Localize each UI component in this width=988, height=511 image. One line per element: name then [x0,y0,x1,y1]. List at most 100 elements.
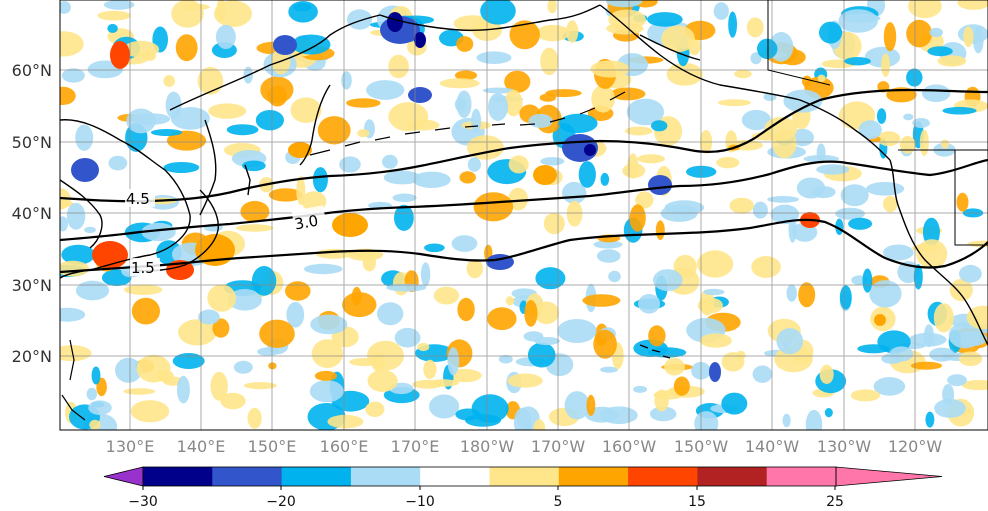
anomaly-patch [482,87,515,94]
anomaly-patch [424,243,445,253]
anomaly-patch [86,387,98,401]
anomaly-patch [922,217,940,247]
lon-label: 130°W [817,437,872,456]
anomaly-patch [367,369,398,392]
anomaly-patch [178,319,217,346]
anomaly-patch [862,268,873,293]
lon-label: 120°W [888,437,943,456]
anomaly-patch [366,80,405,100]
anomaly-patch-strong [874,314,886,326]
anomaly-patch [929,27,943,38]
anomaly-patch [876,108,887,124]
lat-label: 50°N [12,133,52,152]
anomaly-patch [243,382,277,390]
anomaly-patch [596,249,621,263]
anomaly-patch [377,302,404,326]
anomaly-patch [881,53,891,77]
anomaly-patch [247,407,262,429]
anomaly-patch [60,307,86,322]
anomaly-patch [913,264,923,290]
anomaly-patch [394,327,421,348]
colorbar-segment [143,467,213,486]
anomaly-patch [633,385,648,393]
anomaly-patch [455,408,481,421]
anomaly-patch [782,413,791,428]
anomaly-patch [342,292,377,318]
contour-label-1-5: 1.5 [131,259,155,277]
anomaly-patch [504,70,531,93]
anomaly-patch [873,377,906,396]
anomaly-patch [176,375,190,404]
anomaly-patch [312,167,328,193]
anomaly-patch [257,347,280,357]
anomaly-patch [528,113,553,128]
anomaly-patch [214,0,252,28]
contour-label-3-0: 3.0 [293,212,320,234]
anomaly-patch [942,106,977,115]
anomaly-patch [198,309,220,325]
coastlines [60,0,988,421]
anomaly-patch [107,23,118,33]
anomaly-patch [507,373,543,388]
lat-label: 30°N [12,276,52,295]
lon-label: 160°W [602,437,657,456]
lon-label: 140°E [177,437,226,456]
anomaly-patch [357,129,370,138]
anomaly-patch [412,171,451,188]
anomaly-patch [816,164,850,175]
anomaly-patch [540,157,565,166]
anomaly-patch [311,339,344,368]
anomaly-patch [341,71,352,90]
contour-label-4-5: 4.5 [126,190,150,208]
anomaly-patch [429,394,460,419]
anomaly-patch [609,87,646,101]
anomaly-patch [919,129,929,156]
anomaly-patch-strong [709,362,721,382]
anomaly-patch [197,66,224,95]
anomaly-patch [207,284,236,312]
anomaly-patch [417,342,430,352]
anomaly-patch [433,286,460,305]
anomaly-patch [347,9,373,30]
anomaly-patch [776,328,804,355]
anomaly-patch [850,389,881,402]
anomaly-patch [473,192,514,222]
anomaly-patch [840,184,869,207]
anomaly-patch [508,155,529,174]
anomaly-patch [268,188,303,202]
anomaly-patch [543,212,565,235]
anomaly-patch [536,24,570,42]
anomaly-patch [171,0,204,28]
anomaly-patch [327,414,364,429]
colorbar-segment [420,467,490,486]
anomaly-patch [303,263,343,275]
anomaly-patch-strong [71,158,99,182]
anomaly-patch [208,103,247,119]
anomaly-patch [534,337,560,345]
anomaly-patch [606,0,643,8]
anomaly-patch [578,161,596,188]
anomaly-patch-strong [408,87,432,103]
anomaly-patch [910,361,943,370]
anomaly-patch [819,364,834,384]
anomaly-patch [933,303,954,333]
anomaly-patch [718,99,751,107]
anomaly-patch [456,36,474,52]
colorbar-extend-high [835,466,943,487]
anomaly-patch [751,256,781,278]
contour-lines [60,88,988,274]
anomaly-patch [131,297,160,325]
anomaly-patch [839,285,852,310]
anomaly-patch [858,120,882,140]
anomaly-patch [310,314,348,335]
anomaly-patch [673,376,690,396]
anomaly-patch [227,289,262,311]
anomaly-patch [242,160,266,172]
anomaly-patch [339,156,361,173]
anomaly-patch [608,9,646,30]
anomaly-patch [911,244,940,253]
colorbar-segment [212,467,283,486]
lat-label: 20°N [12,347,52,366]
anomaly-patch [903,113,914,121]
lon-label: 180°W [460,437,515,456]
